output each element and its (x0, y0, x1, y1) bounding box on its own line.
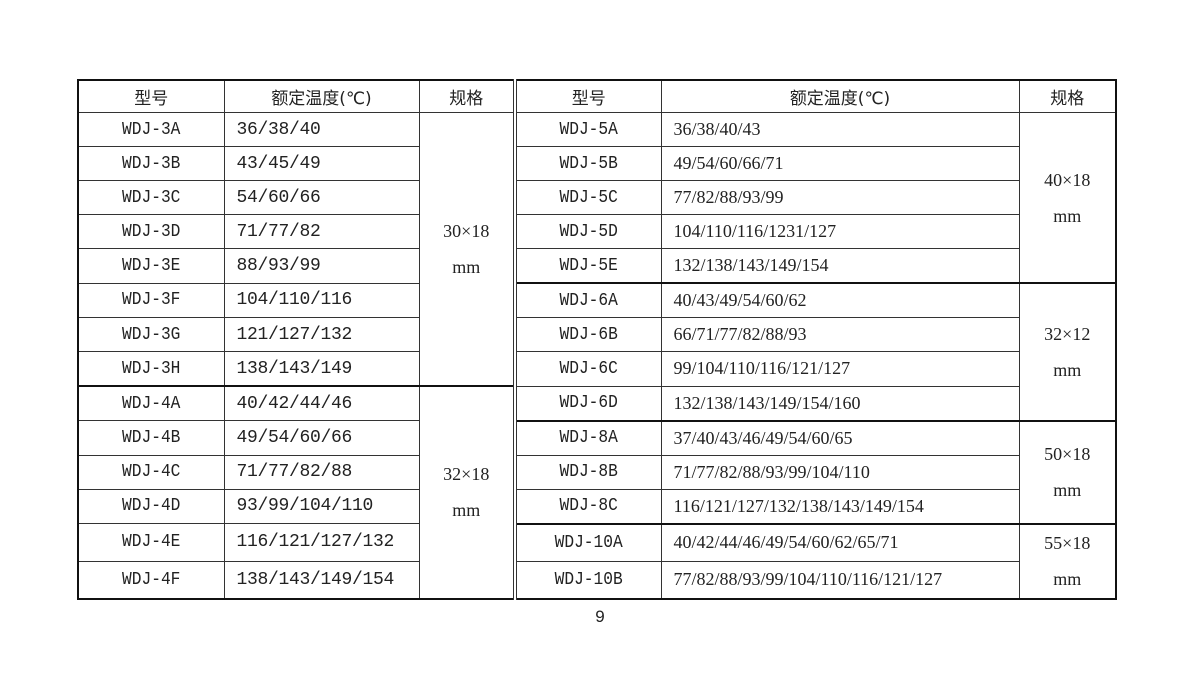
temp-cell: 99/104/110/116/121/127 (660, 351, 1020, 387)
temp-cell: 116/121/127/132 (223, 523, 420, 562)
spec-cell: 50×18 mm (1018, 419, 1117, 524)
table-row: WDJ-4E 116/121/127/132 WDJ-10A 40/42/44/46/… (78, 522, 1117, 599)
temp-cell: 49/54/60/66 (223, 420, 420, 456)
model-cell: WDJ-3F (84, 282, 218, 318)
temp-cell: 54/60/66 (223, 180, 420, 215)
temp-cell: 71/77/82/88 (223, 454, 420, 490)
header-spec: 规格 (1018, 79, 1117, 113)
spec-unit: mm (1053, 480, 1082, 500)
model-cell: WDJ-4E (84, 523, 218, 562)
temp-cell: 93/99/104/110 (223, 488, 420, 524)
header-row: 型号 额定温度(℃) 规格 型号 额定温度(℃) 规格 (77, 79, 1117, 113)
model-cell: WDJ-6A (521, 282, 655, 318)
spec-size: 55×18 (1044, 533, 1091, 553)
table-row: WDJ-3H 138/143/149 WDJ-6C 99/104/110/116/12… (78, 351, 1116, 387)
header-rated-temp: 额定温度(℃) (223, 79, 420, 113)
table-row: WDJ-3G 121/127/132 WDJ-6B 66/71/77/82/88/93 (78, 317, 1116, 352)
table-row: WDJ-4A 40/42/44/46 32×18 mm WDJ-6D 132/138/14… (78, 385, 1116, 599)
model-cell: WDJ-6C (521, 351, 655, 387)
model-cell: WDJ-3E (84, 248, 218, 284)
header-rated-temp: 额定温度(℃) (660, 79, 1020, 113)
model-cell: WDJ-4B (84, 420, 218, 456)
page-number: 9 (595, 607, 605, 626)
header-model: 型号 (77, 79, 225, 113)
table-row: WDJ-3C 54/60/66 WDJ-5C 77/82/88/93/99 (78, 180, 1116, 215)
table-row: WDJ-3F 104/110/116 WDJ-6A 40/43/49/54/60/62… (78, 282, 1117, 421)
temp-cell: 138/143/149/154 (223, 560, 420, 599)
spec-cell: 55×18 mm (1018, 522, 1117, 599)
spec-size: 32×12 (1044, 323, 1091, 344)
model-cell: WDJ-3D (84, 214, 218, 249)
temp-cell: 138/143/149 (223, 351, 420, 387)
model-cell: WDJ-8B (521, 454, 655, 490)
model-cell: WDJ-6B (521, 317, 655, 352)
spec-cell: 32×12 mm (1018, 282, 1117, 421)
model-cell: WDJ-3C (84, 180, 218, 215)
spec-cell: 40×18 mm (1018, 112, 1117, 284)
temp-cell: 36/38/40/43 (660, 112, 1020, 147)
model-cell: WDJ-8C (521, 488, 655, 524)
thermostat-spec-table: 型号 额定温度(℃) 规格 型号 额定温度(℃) 规格 WDJ-3A 36/38/… (77, 79, 1117, 600)
temp-cell: 71/77/82/88/93/99/104/110 (660, 454, 1020, 490)
spec-unit: mm (452, 257, 481, 277)
table-row: WDJ-4F 138/143/149/154 WDJ-10B 77/82/88/93/… (78, 560, 1116, 599)
header-spec: 规格 (418, 79, 517, 113)
table-row: WDJ-4D 93/99/104/110 WDJ-8C 116/121/127/132… (78, 488, 1116, 524)
temp-cell: 40/42/44/46 (223, 385, 420, 421)
spec-size: 40×18 (1044, 169, 1091, 190)
temp-cell: 71/77/82 (223, 214, 420, 249)
temp-cell: 132/138/143/149/154/160 (660, 385, 1020, 421)
temp-cell: 104/110/116/1231/127 (660, 214, 1020, 249)
model-cell: WDJ-5A (521, 112, 655, 147)
table-row: WDJ-4C 71/77/82/88 WDJ-8B 71/77/82/88/93/99… (78, 454, 1116, 490)
model-cell: WDJ-10B (521, 560, 655, 599)
temp-cell: 132/138/143/149/154 (660, 248, 1020, 284)
model-cell: WDJ-4F (84, 560, 218, 599)
spec-cell: 32×18 mm (418, 385, 517, 599)
model-cell: WDJ-3G (84, 317, 218, 352)
spec-unit: mm (1053, 569, 1082, 589)
temp-cell: 104/110/116 (223, 282, 420, 318)
temp-cell: 49/54/60/66/71 (660, 146, 1020, 181)
temp-cell: 43/45/49 (223, 146, 420, 181)
table-row: WDJ-3B 43/45/49 WDJ-5B 49/54/60/66/71 (78, 146, 1116, 181)
model-cell: WDJ-4D (84, 488, 218, 524)
model-cell: WDJ-6D (521, 385, 655, 421)
temp-cell: 66/71/77/82/88/93 (660, 317, 1020, 352)
spec-size: 32×18 (443, 464, 490, 485)
model-cell: WDJ-5C (521, 180, 655, 215)
spec-unit: mm (1053, 205, 1082, 226)
temp-cell: 36/38/40 (223, 112, 420, 147)
table-row: WDJ-3A 36/38/40 30×18 mm WDJ-5A 36/38/40/43 40… (78, 112, 1117, 387)
table-row: WDJ-4B 49/54/60/66 WDJ-8A 37/40/43/46/49/54… (78, 419, 1117, 524)
model-cell: WDJ-3B (84, 146, 218, 181)
model-cell: WDJ-5E (521, 248, 655, 284)
model-cell: WDJ-10A (521, 522, 655, 562)
temp-cell: 77/82/88/93/99 (660, 180, 1020, 215)
model-cell: WDJ-8A (521, 419, 655, 456)
spec-unit: mm (452, 500, 481, 521)
table-row: WDJ-3D 71/77/82 WDJ-5D 104/110/116/1231/127 (78, 214, 1116, 249)
temp-cell: 121/127/132 (223, 317, 420, 352)
spec-cell: 30×18 mm (418, 112, 517, 387)
temp-cell: 37/40/43/46/49/54/60/65 (660, 419, 1020, 456)
spec-size: 30×18 (443, 221, 490, 241)
table-row: WDJ-3E 88/93/99 WDJ-5E 132/138/143/149/154 (78, 248, 1116, 284)
spec-size: 50×18 (1044, 444, 1091, 464)
temp-cell: 77/82/88/93/99/104/110/116/121/127 (660, 560, 1020, 599)
temp-cell: 40/42/44/46/49/54/60/62/65/71 (660, 522, 1020, 562)
model-cell: WDJ-3A (84, 112, 218, 147)
model-cell: WDJ-5D (521, 214, 655, 249)
model-cell: WDJ-4C (84, 454, 218, 490)
header-model: 型号 (514, 79, 662, 113)
temp-cell: 40/43/49/54/60/62 (660, 282, 1020, 318)
temp-cell: 116/121/127/132/138/143/149/154 (660, 488, 1020, 524)
model-cell: WDJ-3H (84, 351, 218, 387)
model-cell: WDJ-4A (84, 385, 218, 421)
spec-unit: mm (1053, 359, 1082, 380)
temp-cell: 88/93/99 (223, 248, 420, 284)
model-cell: WDJ-5B (521, 146, 655, 181)
